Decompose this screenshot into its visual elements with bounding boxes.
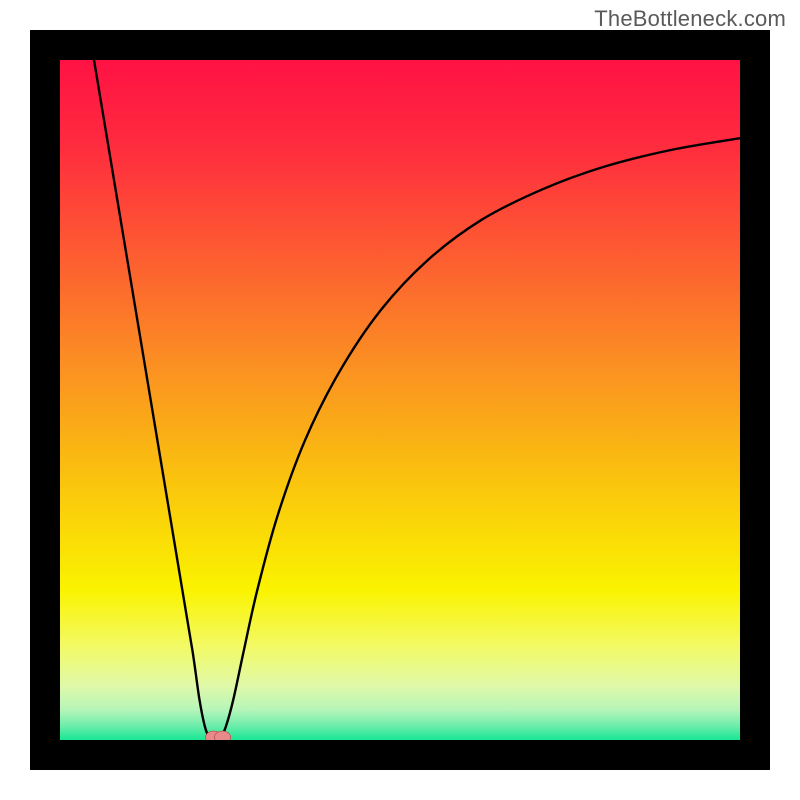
bottleneck-chart bbox=[0, 0, 800, 800]
gradient-background bbox=[60, 60, 740, 740]
watermark-text: TheBottleneck.com bbox=[594, 6, 786, 32]
chart-container: TheBottleneck.com bbox=[0, 0, 800, 800]
